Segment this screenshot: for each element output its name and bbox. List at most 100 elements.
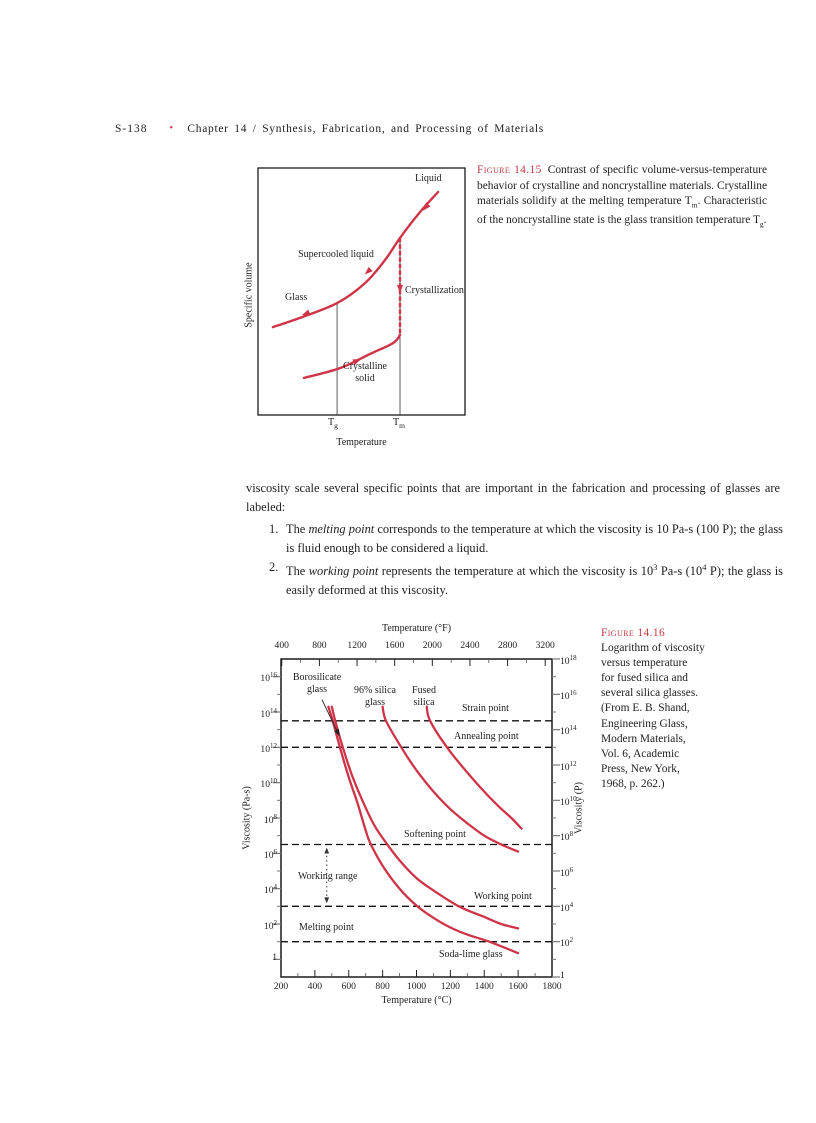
body-paragraph: viscosity scale several specific points … bbox=[246, 481, 780, 514]
y-right-tick-label: 1 bbox=[560, 969, 565, 981]
fig16-caption-line: for fused silica and bbox=[601, 672, 688, 685]
fig16-caption-line: (From E. B. Shand, bbox=[601, 702, 690, 715]
y-right-tick-label: 1018 bbox=[560, 653, 577, 667]
li2-post3: P); the glass is easily deformed at this… bbox=[286, 564, 783, 597]
x-top-tick-label: 2800 bbox=[497, 640, 518, 651]
curve-liquid-supercooled-glass bbox=[271, 190, 440, 329]
fig15-caption-text-3: . bbox=[763, 214, 767, 227]
fig16-label-borosilicate: Borosilicate glass bbox=[286, 672, 348, 695]
x-top-tick-label: 800 bbox=[312, 640, 327, 651]
silica96-line2: glass bbox=[365, 696, 385, 708]
fig15-label-liquid: Liquid bbox=[415, 173, 442, 184]
fig15-plot bbox=[257, 167, 466, 416]
x-tick-label: 200 bbox=[273, 981, 289, 992]
bullet-icon: • bbox=[169, 123, 174, 134]
fig16-caption-line: Press, New York, bbox=[601, 762, 680, 775]
curve-soda-lime-glass bbox=[327, 705, 520, 955]
y-left-tick-label: 1016 bbox=[260, 671, 277, 685]
li2-sup2: 4 bbox=[702, 562, 707, 572]
y-right-tick-label: 1010 bbox=[560, 794, 577, 809]
y-right-tick-label: 1016 bbox=[560, 688, 577, 703]
figure-14-16: 200 400 600 800 1000 1200 1400 1600 1800 400 800 12… bbox=[238, 620, 600, 1012]
x-tick-label: 1800 bbox=[542, 981, 562, 992]
y-right-tick-label: 108 bbox=[560, 830, 574, 844]
y-right-tick-label: 1014 bbox=[560, 724, 577, 738]
x-tick-label: 800 bbox=[375, 981, 390, 992]
fig16-caption-line: 1968, p. 262.) bbox=[601, 777, 665, 790]
arrowhead bbox=[397, 285, 404, 294]
curve-96-silica-glass bbox=[381, 705, 520, 853]
y-left-tick-label: 1012 bbox=[260, 741, 277, 756]
li2-term: working point bbox=[308, 564, 379, 579]
subscript-m: m bbox=[691, 200, 698, 210]
y-right-tick-label: 102 bbox=[560, 936, 574, 950]
fused-line1: Fused bbox=[412, 685, 436, 696]
fig16-label-soda-lime: Soda-lime glass bbox=[439, 949, 503, 960]
fig16-label-softening-point: Softening point bbox=[404, 829, 466, 840]
li2-post1: represents the temperature at which the … bbox=[378, 564, 654, 579]
arrowhead bbox=[364, 266, 373, 275]
x-tick-label: 1000 bbox=[406, 981, 427, 992]
fig16-plot bbox=[273, 658, 560, 978]
li1-term: melting point bbox=[308, 522, 375, 536]
list-item-2-number: 2. bbox=[269, 560, 279, 574]
curve-borosilicate-glass bbox=[330, 705, 520, 930]
fig15-xlabel: Temperature bbox=[336, 437, 387, 448]
fig16-label-melting-point: Melting point bbox=[299, 922, 354, 933]
arrowhead bbox=[324, 847, 330, 854]
x-top-tick-label: 2400 bbox=[460, 640, 480, 651]
arrowhead bbox=[423, 202, 431, 211]
fig16-caption-line: Vol. 6, Academic bbox=[601, 747, 680, 760]
fig16-caption-line: Logarithm of viscosity bbox=[601, 642, 705, 655]
fig16-label-fused-silica: Fused silica bbox=[393, 685, 455, 708]
y-left-tick-label: 1014 bbox=[260, 706, 277, 720]
li1-pre: The bbox=[286, 522, 309, 536]
x-top-tick-label: 2000 bbox=[422, 640, 442, 651]
list-item-2: 2. The working point represents the temp… bbox=[269, 558, 783, 599]
fig15-caption-label: Figure 14.15 bbox=[477, 164, 542, 176]
arrowhead bbox=[301, 309, 311, 316]
x-tick-label: 1200 bbox=[440, 981, 460, 992]
fig16-caption: Figure 14.16 Logarithm of viscosity vers… bbox=[601, 626, 776, 792]
x-top-tick-label: 400 bbox=[274, 640, 289, 651]
fig16-left-ylabel: Viscosity (Pa-s) bbox=[241, 786, 253, 850]
curve-crystalline-solid bbox=[302, 333, 402, 380]
fig15-label-crystalline-solid: Crystalline solid bbox=[330, 361, 400, 384]
x-tick-label: 600 bbox=[341, 981, 356, 992]
y-left-tick-label: 1 bbox=[272, 951, 277, 963]
borosilicate-line1: Borosilicate bbox=[292, 672, 342, 683]
figure-14-15: Liquid Supercooled liquid Glass Crystall… bbox=[230, 160, 480, 456]
x-top-tick-label: 1200 bbox=[347, 640, 367, 651]
fig16-bottom-axis-title: Temperature (°C) bbox=[381, 995, 452, 1006]
li1-post: corresponds to the temperature at which … bbox=[286, 522, 783, 555]
x-tick-label: 1400 bbox=[474, 981, 494, 992]
curve-fused-silica bbox=[425, 705, 523, 830]
fused-line2: silica bbox=[413, 696, 435, 708]
fig16-label-annealing-point: Annealing point bbox=[454, 731, 519, 742]
fig15-label-supercooled-liquid: Supercooled liquid bbox=[298, 249, 374, 260]
y-right-tick-label: 106 bbox=[560, 865, 574, 879]
arrowhead bbox=[352, 359, 362, 365]
fig15-caption-text-2: . Characteristic of the noncrystalline s… bbox=[477, 195, 768, 227]
y-right-tick-label: 104 bbox=[560, 900, 574, 915]
fig15-label-solid: solid bbox=[355, 372, 375, 384]
x-tick-label: 400 bbox=[307, 981, 323, 992]
x-tick-label: 1600 bbox=[508, 981, 528, 992]
chapter-title: Chapter 14 / Synthesis, Fabrication, and… bbox=[187, 123, 544, 135]
tg-sub: g bbox=[334, 421, 338, 430]
fig16-caption-line: versus temperature bbox=[601, 657, 688, 670]
list-item-1-text: The melting point corresponds to the tem… bbox=[286, 522, 783, 555]
fig15-label-crystallization: Crystallization bbox=[405, 285, 464, 296]
fig15-caption-text-1: Contrast of specific volume-versus-tempe… bbox=[477, 164, 767, 208]
li2-sup1: 3 bbox=[653, 562, 658, 572]
subscript-g: g bbox=[759, 219, 764, 229]
fig16-label-strain-point: Strain point bbox=[462, 703, 509, 714]
borosilicate-line2: glass bbox=[307, 683, 327, 695]
fig16-caption-line: Engineering Glass, bbox=[601, 717, 688, 730]
fig16-label-96-silica: 96% silica glass bbox=[344, 685, 406, 708]
fig16-label-working-range: Working range bbox=[298, 871, 358, 882]
borosilicate-pointer-line bbox=[321, 699, 339, 734]
x-top-tick-label: 1600 bbox=[385, 640, 405, 651]
tg-base: T bbox=[328, 417, 335, 428]
list-item-1: 1. The melting point corresponds to the … bbox=[269, 520, 783, 557]
